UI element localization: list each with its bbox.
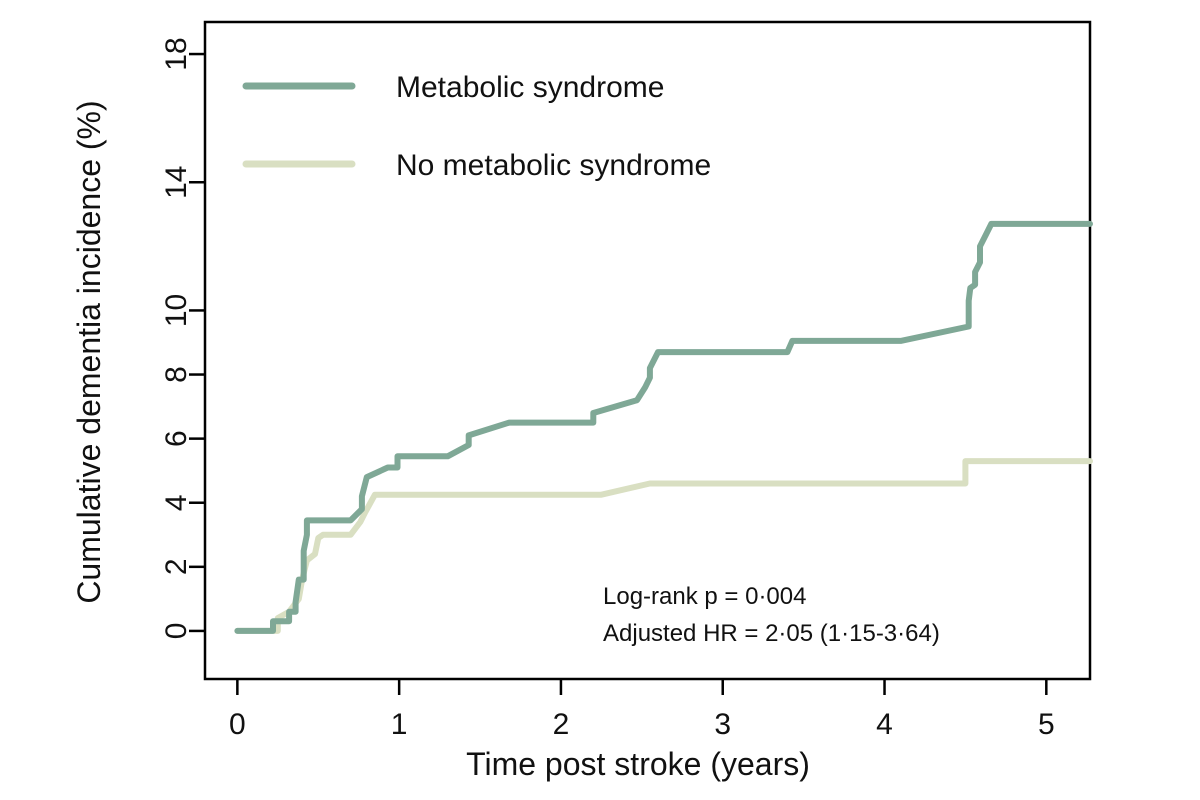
plot-frame xyxy=(203,20,1092,681)
x-tick-label: 4 xyxy=(876,708,893,741)
series-layer xyxy=(234,220,1093,634)
y-tick-label: 4 xyxy=(160,494,193,511)
y-tick-label: 0 xyxy=(160,623,193,640)
y-tick-label: 2 xyxy=(160,558,193,575)
x-tick-label: 0 xyxy=(229,708,246,741)
x-tick-label: 1 xyxy=(391,708,408,741)
x-tick-label: 5 xyxy=(1038,708,1055,741)
y-tick-label: 18 xyxy=(160,37,193,70)
legend-label-metabolic-syndrome: Metabolic syndrome xyxy=(396,71,664,104)
legend: Metabolic syndrome No metabolic syndrome xyxy=(242,71,711,182)
y-tick-label: 10 xyxy=(160,294,193,327)
x-tick-label: 2 xyxy=(553,708,570,741)
x-tick-label: 3 xyxy=(714,708,731,741)
annotation-hazard-ratio: Adjusted HR = 2·05 (1·15-3·64) xyxy=(603,620,940,647)
y-tick-label: 6 xyxy=(160,430,193,447)
legend-label-no-metabolic-syndrome: No metabolic syndrome xyxy=(396,149,711,182)
y-tick-label: 14 xyxy=(160,166,193,199)
x-axis-title: Time post stroke (years) xyxy=(466,746,810,782)
y-tick-label: 8 xyxy=(160,366,193,383)
axis-ticks: 0 1 2 3 4 5 0 2 4 6 8 10 14 18 xyxy=(160,37,1055,741)
annotation-logrank: Log-rank p = 0·004 xyxy=(603,583,806,610)
series-line-metabolic-syndrome xyxy=(234,220,1093,634)
y-axis-title: Cumulative dementia incidence (%) xyxy=(71,100,107,603)
